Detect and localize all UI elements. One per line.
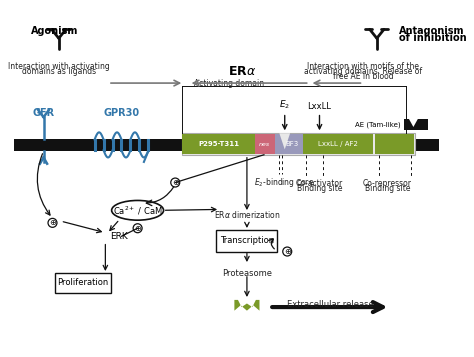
Text: ERK: ERK [110,232,128,241]
Text: Co-repressor: Co-repressor [363,179,412,188]
Text: Binding site: Binding site [365,184,410,193]
Bar [14,139,438,151]
Text: Binding site: Binding site [297,184,342,193]
Text: ⊕: ⊕ [284,247,291,256]
Bar [404,119,428,130]
Text: Ca$^{2+}$ / CaM: Ca$^{2+}$ / CaM [113,204,163,216]
Text: Interaction with motifs of the: Interaction with motifs of the [308,61,419,71]
Text: Interaction with activating: Interaction with activating [8,61,109,71]
Text: GFR: GFR [33,108,55,118]
Text: Transcription: Transcription [220,236,274,245]
Text: activating domains. Release of: activating domains. Release of [304,67,422,76]
FancyBboxPatch shape [55,273,111,293]
Text: of inhibition: of inhibition [399,33,467,43]
Text: AE (Tam-like): AE (Tam-like) [356,121,401,127]
Text: P295-T311: P295-T311 [198,141,239,147]
Text: GPR30: GPR30 [103,108,139,118]
Text: LxxLL: LxxLL [308,102,331,111]
Bar [182,134,255,154]
Text: $E_2$-binding core: $E_2$-binding core [255,176,315,189]
Text: ER$\alpha$: ER$\alpha$ [228,65,256,78]
Text: LxxLL / AF2: LxxLL / AF2 [319,141,358,147]
Bar [275,134,303,154]
Text: Extracellular release: Extracellular release [287,300,374,309]
Text: ⊕: ⊕ [49,218,56,227]
Text: ⊕: ⊕ [134,224,141,233]
Bar [303,134,373,154]
Text: Antagonism: Antagonism [399,26,465,36]
Text: $E_2$: $E_2$ [279,99,290,111]
Text: nes: nes [259,141,270,146]
Text: Co-activator: Co-activator [296,179,343,188]
Polygon shape [279,133,290,149]
Polygon shape [234,300,259,311]
FancyBboxPatch shape [217,230,277,252]
Bar [255,134,275,154]
Text: BF3: BF3 [285,141,298,147]
Bar [182,133,415,155]
Polygon shape [409,119,418,127]
Text: Agonism: Agonism [31,26,78,36]
Text: ⊕: ⊕ [172,178,179,187]
Text: ER$\alpha$ dimerization: ER$\alpha$ dimerization [214,210,280,220]
Bar [375,134,414,154]
Text: domains as ligands: domains as ligands [22,67,96,76]
Text: Activating domain: Activating domain [194,80,264,89]
Text: Proteasome: Proteasome [222,270,272,278]
Text: free AE in blood: free AE in blood [333,72,394,81]
Text: Proliferation: Proliferation [57,278,109,287]
